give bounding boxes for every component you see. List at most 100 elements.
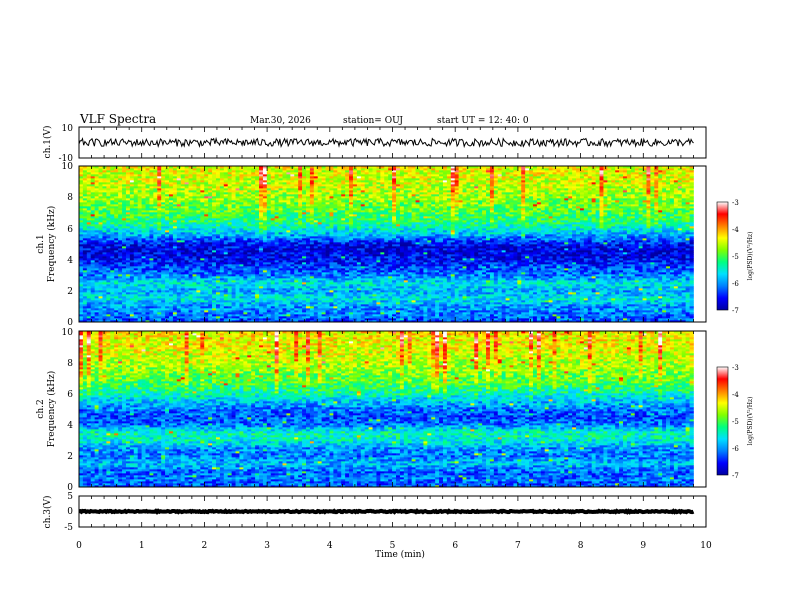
spectrogram-cell [141, 314, 146, 317]
spectrogram-cell [290, 168, 295, 171]
spectrogram-cell [306, 234, 311, 237]
spectrogram-cell [255, 180, 260, 183]
spectrogram-cell [141, 240, 146, 243]
spectrogram-cell [212, 314, 217, 317]
spectrogram-cell [294, 202, 299, 205]
spectrogram-cell [219, 226, 225, 229]
spectrogram-cell [219, 202, 225, 205]
spectrogram-cell [200, 316, 205, 319]
spectrogram-cell [274, 290, 279, 293]
spectrogram-cell [208, 308, 213, 311]
spectrogram-cell [118, 314, 123, 317]
spectrogram-cell [86, 274, 92, 277]
spectrogram-cell [102, 232, 107, 235]
spectrogram-cell [161, 214, 166, 217]
spectrogram-cell [184, 296, 189, 299]
spectrogram-cell [294, 302, 299, 305]
spectrogram-cell [133, 304, 139, 307]
spectrogram-cell [274, 218, 279, 221]
spectrogram-cell [204, 292, 209, 295]
spectrogram-cell [306, 182, 311, 185]
spectrogram-cell [243, 264, 248, 267]
spectrogram-cell [118, 174, 123, 177]
spectrogram-cell [302, 168, 307, 171]
spectrogram-cell [110, 238, 115, 241]
spectrogram-cell [290, 212, 295, 215]
spectrogram-cell [125, 288, 131, 291]
spectrogram-cell [309, 292, 315, 295]
spectrogram-cell [321, 218, 326, 221]
spectrogram-cell [106, 182, 111, 185]
spectrogram-cell [137, 318, 142, 321]
spectrogram-cell [161, 244, 166, 247]
spectrogram-cell [266, 220, 272, 223]
spectrogram-cell [90, 222, 95, 225]
spectrogram-cell [309, 184, 315, 187]
spectrogram-cell [110, 220, 115, 223]
spectrogram-cell [102, 268, 107, 271]
spectrogram-cell [266, 166, 272, 169]
spectrogram-cell [176, 258, 182, 261]
spectrogram-cell [239, 240, 244, 243]
spectrogram-cell [118, 292, 123, 295]
spectrogram-cell [212, 296, 217, 299]
spectrogram-cell [309, 172, 315, 175]
spectrogram-cell [219, 288, 225, 291]
spectrogram-cell [79, 220, 84, 223]
spectrogram-cell [306, 310, 311, 313]
spectrogram-cell [118, 220, 123, 223]
spectrogram-cell [145, 294, 150, 297]
spectrogram-cell [102, 188, 107, 191]
spectrogram-cell [262, 282, 268, 285]
spectrogram-cell [165, 238, 170, 241]
spectrogram-cell [161, 298, 166, 301]
spectrogram-cell [82, 290, 88, 293]
spectrogram-cell [274, 188, 279, 191]
spectrogram-cell [282, 292, 287, 295]
spectrogram-cell [235, 256, 240, 259]
spectrogram-cell [133, 250, 139, 253]
spectrogram-cell [165, 280, 170, 283]
spectrogram-cell [227, 192, 232, 195]
spectrogram-cell [223, 244, 229, 247]
spectrogram-cell [278, 176, 283, 179]
spectrogram-cell [239, 230, 244, 233]
spectrogram-cell [290, 208, 295, 211]
spectrogram-cell [82, 304, 88, 307]
spectrogram-cell [262, 294, 268, 297]
spectrogram-cell [169, 316, 174, 319]
spectrogram-cell [247, 214, 252, 217]
spectrogram-cell [188, 230, 193, 233]
spectrogram-cell [278, 182, 283, 185]
spectrogram-cell [298, 252, 303, 255]
spectrogram-cell [114, 260, 119, 263]
spectrogram-cell [141, 170, 146, 173]
spectrogram-cell [145, 292, 150, 295]
spectrogram-cell [239, 302, 244, 305]
spectrogram-cell [215, 244, 221, 247]
spectrogram-cell [145, 232, 150, 235]
spectrogram-cell [114, 300, 119, 303]
spectrogram-cell [243, 282, 248, 285]
spectrogram-cell [306, 232, 311, 235]
spectrogram-cell [294, 240, 299, 243]
spectrogram-cell [106, 226, 111, 229]
spectrogram-cell [317, 300, 322, 303]
spectrogram-cell [270, 304, 276, 307]
spectrogram-cell [102, 246, 107, 249]
spectrogram-cell [247, 212, 252, 215]
spectrogram-cell [102, 240, 107, 243]
spectrogram-cell [208, 258, 213, 261]
spectrogram-cell [219, 200, 225, 203]
spectrogram-cell [145, 252, 150, 255]
spectrogram-cell [161, 272, 166, 275]
spectrogram-cell [302, 250, 307, 253]
spectrogram-cell [184, 220, 189, 223]
spectrogram-cell [172, 244, 178, 247]
spectrogram-cell [309, 242, 315, 245]
spectrogram-cell [106, 282, 111, 285]
spectrogram-cell [262, 266, 268, 269]
spectrogram-cell [106, 180, 111, 183]
spectrogram-cell [114, 266, 119, 269]
spectrogram-cell [309, 318, 315, 321]
